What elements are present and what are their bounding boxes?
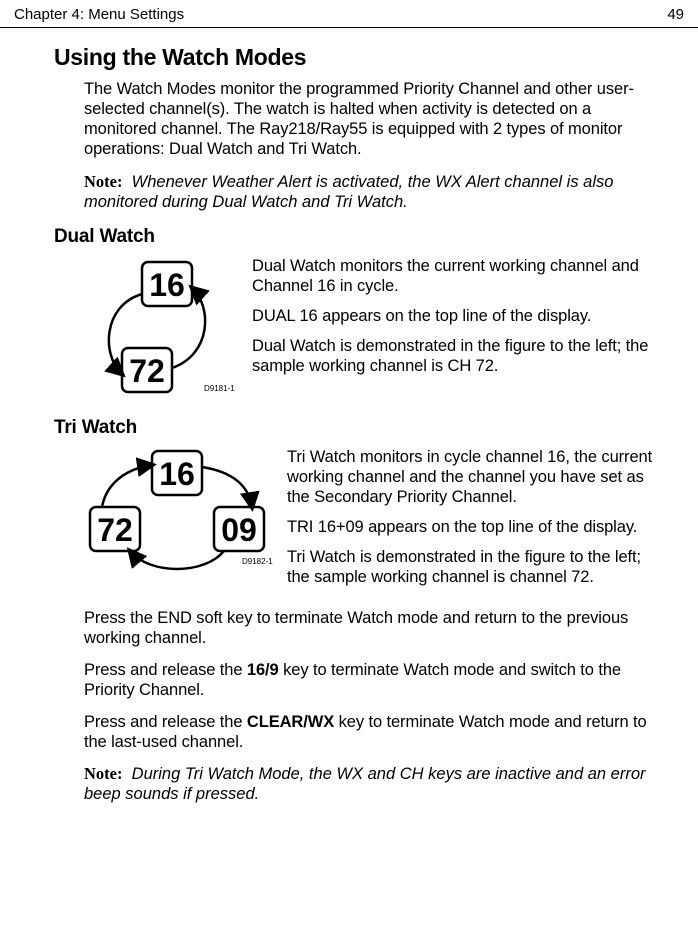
page-content: Using the Watch Modes The Watch Modes mo… [0,28,698,839]
tri-watch-title: Tri Watch [54,417,662,439]
dual-p2: DUAL 16 appears on the top line of the d… [252,306,662,326]
tail-p3: Press and release the CLEAR/WX key to te… [84,712,662,752]
page-header: Chapter 4: Menu Settings 49 [0,0,698,28]
tri-fig-top: 16 [159,456,195,492]
note-weather-alert: Note: Whenever Weather Alert is activate… [84,172,662,212]
tri-watch-figure: 16 72 09 D9182-1 [84,447,279,592]
dual-fig-top: 16 [149,267,185,303]
tail-p2: Press and release the 16/9 key to termin… [84,660,662,700]
page: Chapter 4: Menu Settings 49 Using the Wa… [0,0,698,839]
tri-fig-right: 09 [221,512,257,548]
tail-p3a: Press and release the [84,713,247,731]
header-page-number: 49 [667,6,684,23]
tri-p3: Tri Watch is demonstrated in the figure … [287,547,662,587]
tri-watch-text: Tri Watch monitors in cycle channel 16, … [279,447,662,598]
note-label: Note: [84,172,122,191]
dual-fig-id: D9181-1 [204,384,235,393]
note-tri-watch: Note: During Tri Watch Mode, the WX and … [84,764,662,804]
tri-p2: TRI 16+09 appears on the top line of the… [287,517,662,537]
note-text: Whenever Weather Alert is activated, the… [84,173,613,211]
dual-fig-bottom: 72 [129,353,165,389]
section-title: Using the Watch Modes [54,44,662,71]
dual-watch-title: Dual Watch [54,226,662,248]
tail-p1: Press the END soft key to terminate Watc… [84,608,662,648]
tri-p1: Tri Watch monitors in cycle channel 16, … [287,447,662,507]
note-text-2: During Tri Watch Mode, the WX and CH key… [84,765,646,803]
dual-watch-text: Dual Watch monitors the current working … [244,256,662,387]
tri-fig-id: D9182-1 [242,557,273,566]
dual-watch-row: 16 72 D9181-1 Dual Watch monitors the cu… [84,256,662,411]
key-16-9: 16/9 [247,661,279,679]
note-label-2: Note: [84,764,122,783]
header-chapter: Chapter 4: Menu Settings [14,6,184,23]
dual-p1: Dual Watch monitors the current working … [252,256,662,296]
tri-fig-left: 72 [97,512,133,548]
tri-watch-row: 16 72 09 D9182-1 Tri Watch mo [84,447,662,598]
dual-watch-figure: 16 72 D9181-1 [84,256,244,411]
tail-p2a: Press and release the [84,661,247,679]
intro-paragraph: The Watch Modes monitor the programmed P… [84,79,662,160]
key-clear-wx: CLEAR/WX [247,713,334,731]
dual-p3: Dual Watch is demonstrated in the figure… [252,336,662,376]
